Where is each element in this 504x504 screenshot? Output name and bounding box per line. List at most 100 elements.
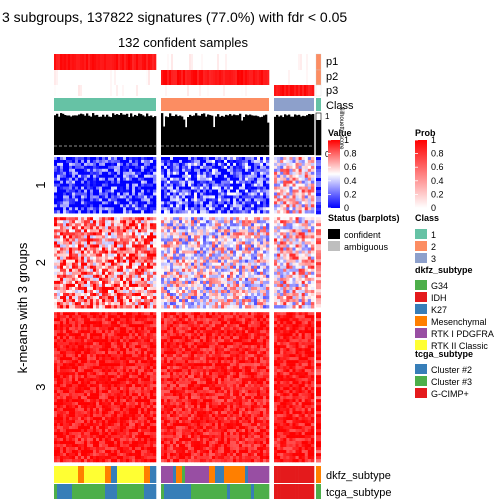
heatmap-cell [96, 162, 100, 167]
heatmap-cell [197, 262, 201, 267]
heatmap-cell [147, 223, 151, 227]
heatmap-cell [87, 183, 91, 187]
heatmap-cell [298, 277, 302, 282]
heatmap-cell [135, 207, 139, 211]
heatmap-cell [283, 223, 287, 227]
prob-cell [294, 54, 297, 70]
heatmap-cell [135, 180, 139, 184]
heatmap-cell [292, 247, 296, 251]
heatmap-cell [167, 262, 171, 267]
heatmap-cell [292, 235, 296, 239]
silhouette-bar [102, 114, 105, 155]
heatmap-cell [105, 271, 109, 276]
heatmap-cell [233, 296, 237, 300]
heatmap-cell [117, 262, 121, 267]
heatmap-cell [147, 283, 151, 288]
prob-cell [74, 54, 77, 70]
heatmap-cell [60, 321, 64, 325]
heatmap-cell [78, 186, 82, 190]
heatmap-cell [126, 207, 130, 211]
heatmap-cell [167, 223, 171, 227]
heatmap-cell [227, 283, 231, 288]
heatmap-cell [78, 180, 82, 184]
heatmap-cell [218, 159, 222, 164]
heatmap-cell [233, 171, 237, 176]
silhouette-bar [70, 116, 73, 155]
heatmap-cell [144, 183, 148, 187]
heatmap-cell [120, 305, 124, 309]
heatmap-cell [161, 220, 165, 224]
heatmap-cell [212, 192, 216, 196]
heatmap-cell [200, 168, 204, 173]
heatmap-cell [227, 168, 231, 173]
silhouette-bar [128, 117, 131, 155]
heatmap-cell [301, 289, 306, 294]
heatmap-cell [117, 229, 121, 233]
heatmap-cell [78, 159, 82, 164]
heatmap-cell [87, 189, 91, 193]
heatmap-cell [114, 253, 118, 257]
heatmap-cell [161, 198, 165, 202]
heatmap-cell [87, 289, 91, 294]
heatmap-cell [260, 186, 264, 190]
heatmap-cell [251, 274, 255, 279]
prob-cell [201, 70, 204, 85]
heatmap-cell [126, 159, 130, 164]
heatmap-cell [254, 226, 258, 230]
heatmap-cell [57, 207, 61, 211]
heatmap-cell [283, 207, 287, 211]
heatmap-cell [289, 259, 293, 263]
heatmap-cell [280, 165, 284, 170]
heatmap-cell [129, 159, 133, 164]
heatmap-cell [111, 345, 115, 349]
heatmap-cell [126, 280, 130, 285]
heatmap-cell [84, 348, 88, 352]
heatmap-cell [167, 232, 171, 236]
heatmap-cell [212, 241, 216, 245]
heatmap-cell [57, 226, 61, 230]
heatmap-cell [105, 201, 109, 205]
heatmap-cell [150, 315, 154, 319]
heatmap-cell [167, 157, 171, 161]
heatmap-cell [96, 168, 100, 173]
heatmap-cell [239, 232, 243, 236]
heatmap-cell [197, 165, 201, 170]
heatmap-cell [161, 293, 165, 297]
heatmap-cell [209, 157, 213, 161]
heatmap-cell [295, 159, 299, 164]
heatmap-cell [170, 259, 174, 263]
heatmap-cell [164, 238, 168, 242]
heatmap-cell [144, 265, 148, 270]
heatmap-cell [123, 210, 127, 214]
heatmap-cell [286, 210, 290, 214]
heatmap-cell [135, 223, 139, 227]
heatmap-cell [150, 207, 154, 211]
heatmap-cell [164, 241, 168, 245]
prob-cell [207, 85, 210, 96]
heatmap-cell [93, 342, 97, 346]
heatmap-cell [135, 226, 139, 230]
heatmap-cell [54, 168, 58, 173]
heatmap-cell [173, 280, 177, 285]
heatmap-cell [147, 305, 151, 309]
heatmap-cell [233, 299, 237, 303]
heatmap-cell [298, 223, 302, 227]
heatmap-cell [274, 259, 278, 263]
heatmap-cell [295, 189, 299, 193]
heatmap-cell [108, 259, 112, 263]
heatmap-cell [78, 177, 82, 181]
heatmap-cell [298, 226, 302, 230]
heatmap-cell [167, 217, 171, 221]
heatmap-cell [96, 324, 100, 328]
heatmap-cell [251, 217, 255, 221]
heatmap-cell [78, 157, 82, 161]
heatmap-cell [66, 333, 70, 337]
heatmap-cell [298, 256, 302, 260]
heatmap-cell [54, 165, 58, 170]
heatmap-cell [72, 180, 76, 184]
heatmap-cell [283, 192, 287, 196]
heatmap-cell [161, 192, 165, 196]
heatmap-cell [307, 247, 312, 251]
heatmap-cell [179, 174, 183, 179]
heatmap-cell [84, 289, 88, 294]
